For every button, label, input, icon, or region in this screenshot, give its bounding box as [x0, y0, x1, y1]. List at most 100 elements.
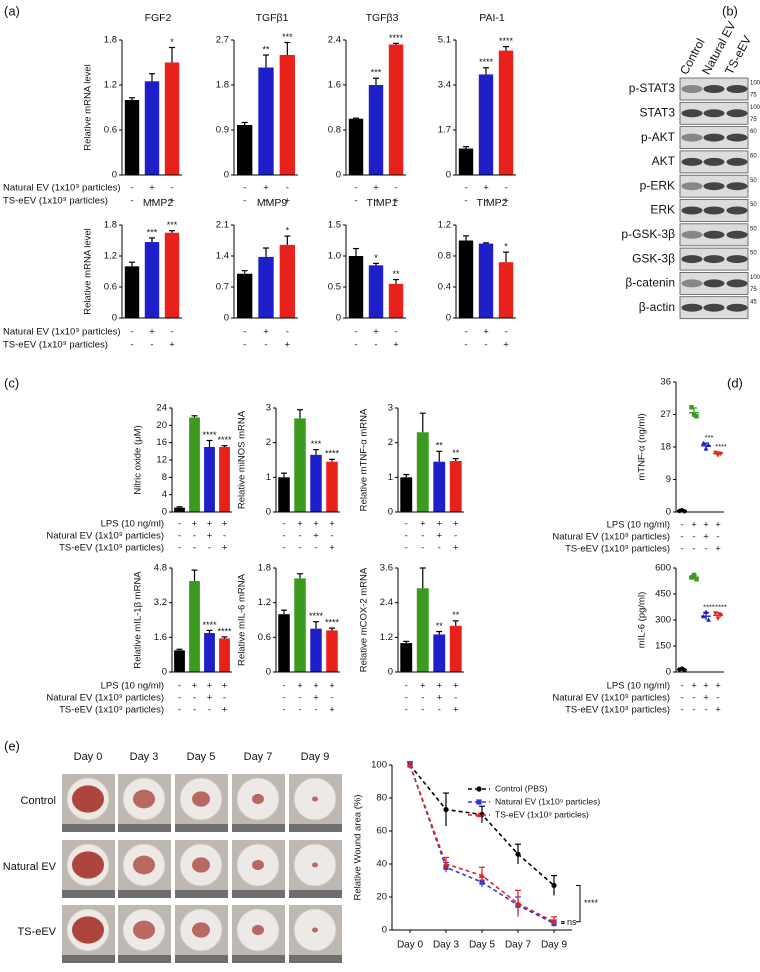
- condition-sign: -: [130, 183, 133, 194]
- bar: [258, 256, 274, 318]
- mw-marker: 60: [750, 129, 757, 135]
- bar: [278, 477, 290, 512]
- condition-sign: -: [704, 705, 707, 716]
- condition-sign: -: [692, 693, 695, 704]
- bar: [189, 581, 200, 672]
- point: [515, 851, 521, 857]
- significance: **: [436, 621, 444, 631]
- y-axis-label: Relative mIL-6 mRNA: [237, 573, 248, 666]
- significance: ****: [217, 435, 232, 445]
- y-tick-label: 4.8: [154, 563, 167, 574]
- wound: [133, 920, 155, 940]
- condition-label: TS-eEV (1x10⁹ particles): [59, 543, 164, 554]
- blot-band: [681, 85, 703, 93]
- condition-sign: +: [373, 183, 379, 194]
- wound: [252, 859, 264, 871]
- group-label: Natural EV: [3, 861, 57, 873]
- blot-band: [703, 206, 725, 215]
- chart-title: TGFβ1: [256, 12, 289, 24]
- blot-band: [681, 279, 703, 288]
- blot-band: [726, 230, 748, 239]
- condition-sign: +: [483, 183, 489, 194]
- blot-band: [703, 157, 725, 166]
- bar: [189, 417, 200, 512]
- bar: [348, 118, 364, 175]
- condition-sign: -: [298, 705, 301, 716]
- condition-sign: -: [464, 183, 467, 194]
- y-tick-label: 0: [446, 313, 451, 324]
- y-tick-label: 0: [224, 170, 229, 181]
- condition-sign: +: [703, 532, 709, 543]
- wound: [192, 922, 210, 938]
- y-tick-label: 3: [388, 403, 393, 414]
- mw-marker: 50: [750, 251, 757, 257]
- y-tick-label: 1.8: [258, 563, 271, 574]
- point: [551, 918, 557, 924]
- bar: [416, 432, 429, 512]
- y-tick-label: 2.4: [380, 597, 393, 608]
- mw-marker: 75: [750, 93, 757, 99]
- chart-title: PAI-1: [479, 12, 505, 24]
- mw-marker: 100: [750, 105, 760, 111]
- bar: [498, 262, 514, 318]
- point: [443, 860, 449, 867]
- condition-sign: +: [703, 520, 709, 531]
- condition-sign: -: [504, 327, 507, 338]
- significance: ****: [499, 36, 514, 46]
- y-axis-label: Relative mRNA level: [83, 228, 94, 315]
- bar: [279, 244, 296, 318]
- condition-sign: -: [704, 544, 707, 555]
- x-tick-label: Day 0: [397, 940, 424, 951]
- y-tick-label: 2.7: [216, 35, 229, 46]
- y-tick-label: 0.5: [328, 282, 341, 293]
- y-tick-label: 20: [156, 420, 167, 431]
- bar: [174, 650, 185, 672]
- condition-sign: +: [483, 327, 489, 338]
- condition-sign: -: [484, 196, 487, 207]
- y-tick-label: 1.6: [328, 80, 341, 91]
- bar: [258, 67, 274, 175]
- y-tick-label: 3.2: [154, 597, 167, 608]
- y-tick-label: 1.8: [104, 35, 117, 46]
- blot-row-label: p-STAT3: [629, 81, 676, 95]
- y-axis-label: Nitric oxide (μM): [133, 425, 144, 494]
- blot-band: [703, 133, 725, 142]
- y-tick-label: 0: [266, 507, 271, 518]
- significance: ****: [202, 430, 217, 440]
- condition-sign: +: [149, 327, 155, 338]
- y-tick-label: 0.6: [104, 282, 117, 293]
- condition-sign: +: [453, 543, 459, 554]
- condition-sign: -: [243, 183, 246, 194]
- y-tick-label: 0.7: [216, 282, 229, 293]
- condition-sign: +: [297, 681, 303, 692]
- condition-label: Natural EV (1x10⁹ particles): [552, 532, 670, 543]
- significance: ns: [567, 917, 577, 927]
- condition-sign: -: [716, 693, 719, 704]
- condition-sign: +: [285, 340, 291, 351]
- condition-sign: +: [169, 196, 175, 207]
- y-tick-label: 1.2: [104, 251, 117, 262]
- blot-band: [681, 157, 703, 166]
- blot-band: [726, 303, 748, 312]
- condition-sign: -: [405, 531, 408, 542]
- point: [407, 761, 413, 768]
- significance: ****: [389, 33, 404, 43]
- condition-sign: -: [454, 693, 457, 704]
- condition-sign: -: [282, 705, 285, 716]
- significance: ***: [167, 220, 178, 230]
- y-tick-label: 0: [266, 667, 271, 678]
- condition-sign: -: [421, 693, 424, 704]
- condition-sign: +: [715, 705, 721, 716]
- y-axis-label: Relative mIL-1β mRNA: [133, 571, 144, 669]
- significance: ****: [202, 620, 217, 630]
- condition-label: LPS (10 ng/ml): [607, 681, 670, 692]
- y-tick-label: 100: [371, 760, 387, 771]
- significance: ***: [311, 439, 322, 449]
- condition-sign: -: [264, 340, 267, 351]
- y-tick-label: 0: [666, 667, 671, 678]
- bar: [326, 630, 338, 672]
- day-label: Day 5: [187, 751, 216, 763]
- condition-sign: -: [680, 681, 683, 692]
- point: [515, 900, 521, 906]
- condition-sign: -: [464, 327, 467, 338]
